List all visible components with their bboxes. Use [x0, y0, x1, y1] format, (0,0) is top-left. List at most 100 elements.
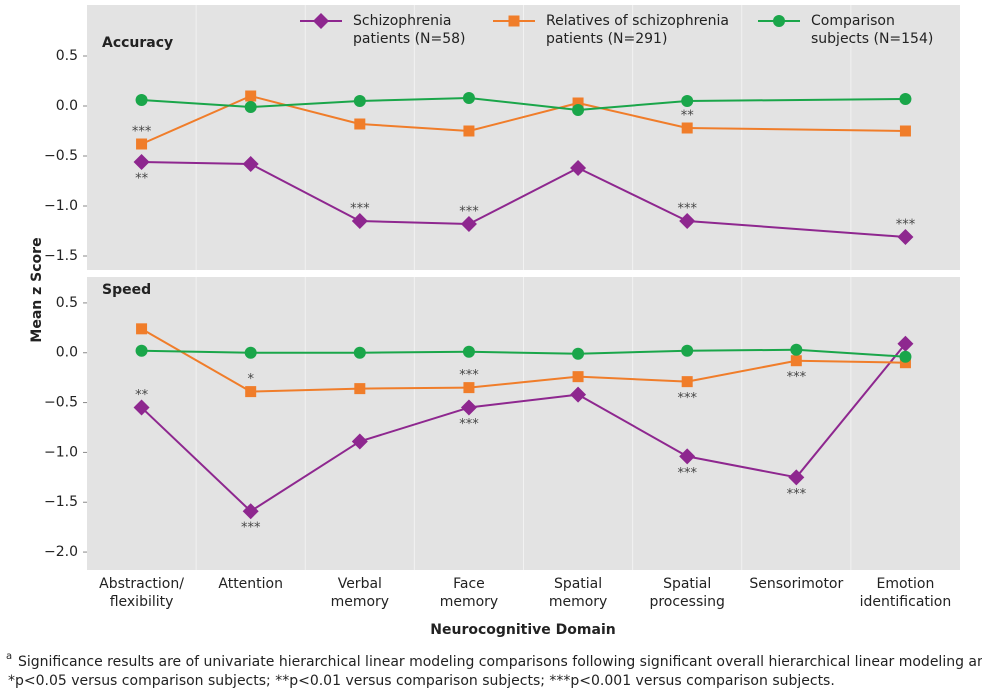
series-line: [468, 167, 579, 225]
x-tick-label: Attention: [218, 576, 283, 592]
legend-label: Relatives of schizophrenia: [546, 13, 729, 29]
data-point: [790, 343, 803, 356]
series-line: [250, 440, 361, 513]
footnote: *p<0.05 versus comparison subjects; **p<…: [8, 673, 835, 689]
data-point: [133, 399, 150, 416]
legend-marker: [313, 13, 329, 29]
x-tick-label: Spatial: [663, 576, 711, 592]
significance-label: **: [135, 388, 149, 403]
y-tick-label: 0.5: [56, 295, 78, 311]
significance-label: **: [135, 172, 149, 187]
significance-label: ***: [132, 125, 152, 140]
x-tick-label: identification: [860, 594, 952, 610]
data-point: [572, 347, 585, 360]
series-line: [250, 387, 360, 393]
significance-label: ***: [677, 466, 697, 481]
series-line: [141, 349, 251, 354]
series-line: [577, 100, 688, 111]
series-line: [687, 348, 797, 352]
legend-label: patients (N=291): [546, 31, 667, 47]
data-point: [681, 95, 694, 107]
data-point: [899, 350, 912, 363]
data-point: [244, 346, 257, 359]
y-tick-label: −1.5: [44, 248, 78, 264]
series-line: [141, 99, 251, 108]
panel-title: Accuracy: [102, 35, 173, 51]
data-point: [681, 122, 693, 134]
series-line: [141, 95, 252, 145]
data-point: [897, 335, 914, 352]
legend-marker: [773, 15, 785, 27]
data-point: [681, 376, 693, 388]
data-point: [572, 371, 584, 383]
data-point: [354, 118, 366, 130]
series-line: [577, 167, 688, 222]
series-line: [577, 393, 688, 458]
data-point: [463, 125, 475, 137]
x-tick-label: Face: [453, 576, 485, 592]
data-point: [135, 344, 148, 357]
series-line: [687, 127, 906, 132]
series-line: [577, 102, 688, 129]
x-tick-label: Sensorimotor: [749, 576, 843, 592]
data-point: [245, 90, 257, 102]
data-point: [136, 323, 148, 335]
data-point: [351, 433, 368, 450]
x-tick-label: Emotion: [877, 576, 935, 592]
data-point: [679, 213, 696, 229]
series-line: [359, 220, 469, 225]
data-point: [899, 93, 912, 105]
data-point: [354, 383, 366, 395]
series-line: [359, 123, 470, 132]
footnote: Significance results are of univariate h…: [18, 654, 982, 670]
legend-label: patients (N=58): [353, 31, 466, 47]
data-point: [353, 95, 366, 107]
series-line: [686, 359, 797, 383]
series-line: [796, 348, 906, 358]
x-tick-label: Abstraction/: [99, 576, 184, 592]
data-point: [788, 469, 805, 486]
data-point: [570, 160, 587, 176]
data-point: [244, 101, 257, 113]
significance-label: ***: [787, 370, 807, 385]
data-point: [242, 503, 259, 520]
significance-label: **: [681, 109, 695, 124]
significance-label: ***: [350, 202, 370, 217]
series-line: [250, 95, 361, 125]
series-line: [468, 375, 579, 389]
data-point: [133, 154, 150, 170]
legend-marker: [508, 15, 520, 27]
legend-label: subjects (N=154): [811, 31, 933, 47]
series-line: [686, 455, 797, 479]
y-axis-label: Mean z Score: [29, 237, 45, 342]
significance-label: ***: [459, 368, 479, 383]
x-tick-label: Spatial: [554, 576, 602, 592]
x-tick-label: memory: [440, 594, 499, 610]
series-line: [468, 393, 579, 409]
data-point: [135, 94, 148, 106]
x-tick-label: memory: [549, 594, 608, 610]
series-line: [578, 375, 688, 383]
x-axis-label: Neurocognitive Domain: [430, 622, 615, 638]
series-line: [359, 350, 469, 354]
significance-label: ***: [787, 487, 807, 502]
data-point: [572, 97, 584, 109]
significance-label: *: [247, 372, 254, 387]
series-line: [359, 386, 469, 390]
data-point: [790, 355, 802, 367]
series-line: [468, 97, 579, 111]
data-point: [679, 448, 696, 465]
data-point: [242, 156, 259, 172]
data-point: [353, 346, 366, 359]
series-line: [687, 220, 906, 238]
y-tick-label: −1.0: [44, 198, 78, 214]
series-line: [140, 406, 252, 512]
series-line: [578, 349, 688, 355]
legend-label: Schizophrenia: [353, 13, 451, 29]
series-line: [687, 98, 906, 102]
data-point: [681, 344, 694, 357]
data-point: [572, 104, 585, 116]
significance-label: ***: [459, 417, 479, 432]
data-point: [351, 213, 368, 229]
